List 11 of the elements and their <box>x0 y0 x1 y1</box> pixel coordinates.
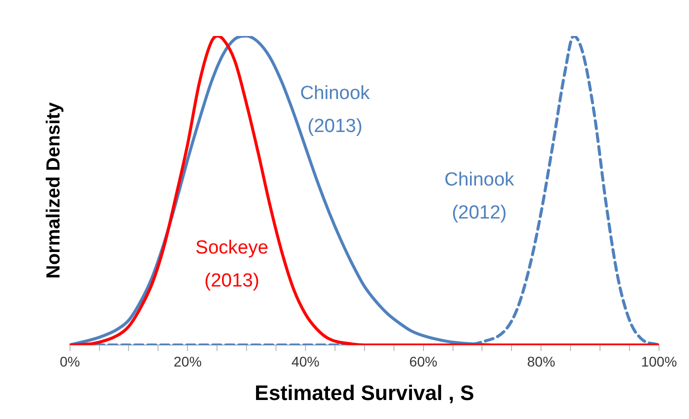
series-label: Chinook (2012) <box>444 169 515 224</box>
x-tick-label: 0% <box>60 353 80 370</box>
series-label: Sockeye (2013) <box>195 237 268 292</box>
x-tick-label: 40% <box>291 353 320 370</box>
y-axis-title: Normalized Density <box>44 102 65 279</box>
x-tick-label: 100% <box>641 353 677 370</box>
series-label: Chinook (2013) <box>300 82 370 137</box>
x-tick-label: 20% <box>174 353 202 370</box>
x-tick-label: 80% <box>527 353 556 370</box>
x-tick-label: 60% <box>409 353 438 370</box>
x-axis-title: Estimated Survival , S <box>254 382 474 406</box>
